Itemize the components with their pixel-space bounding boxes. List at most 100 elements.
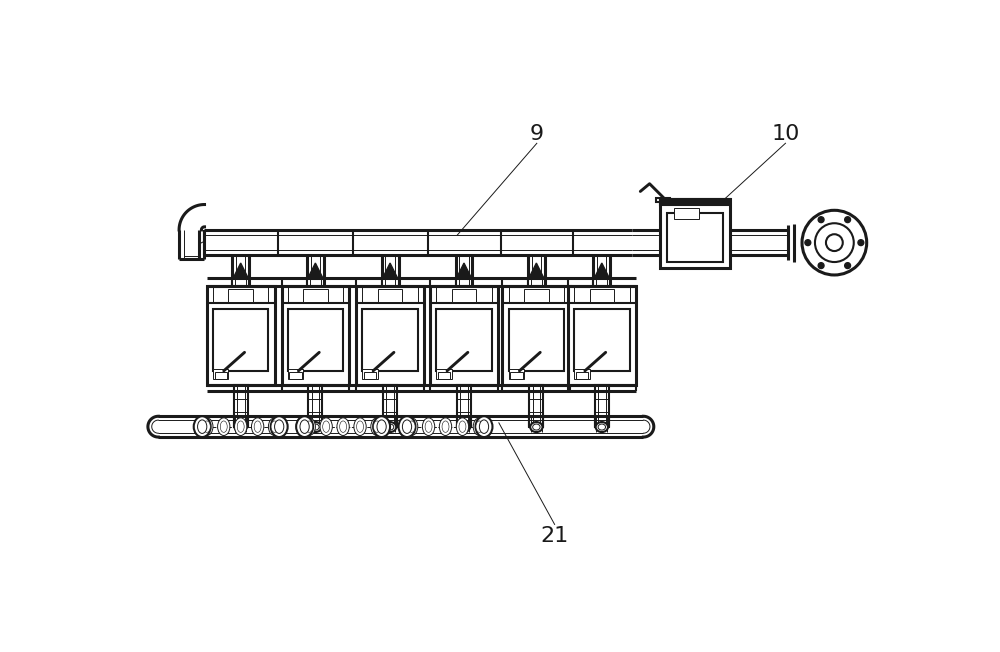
Bar xyxy=(232,278,249,286)
Circle shape xyxy=(818,263,824,269)
Bar xyxy=(456,278,472,286)
Bar xyxy=(356,286,424,385)
Circle shape xyxy=(818,216,824,222)
Text: 9: 9 xyxy=(530,124,544,143)
Ellipse shape xyxy=(306,421,313,432)
Ellipse shape xyxy=(254,421,261,432)
Ellipse shape xyxy=(271,416,288,437)
Ellipse shape xyxy=(198,420,207,434)
Ellipse shape xyxy=(220,421,227,432)
Bar xyxy=(509,369,524,379)
Bar xyxy=(667,213,723,262)
Bar xyxy=(436,309,492,371)
Ellipse shape xyxy=(357,421,364,432)
Bar xyxy=(452,289,476,301)
Ellipse shape xyxy=(439,418,452,436)
Bar xyxy=(595,385,609,427)
Ellipse shape xyxy=(473,418,486,436)
Bar xyxy=(289,372,302,379)
Ellipse shape xyxy=(303,418,315,436)
Ellipse shape xyxy=(218,418,230,436)
Ellipse shape xyxy=(399,416,415,437)
Bar xyxy=(590,289,614,301)
Ellipse shape xyxy=(235,422,247,432)
Text: 10: 10 xyxy=(772,124,800,143)
Ellipse shape xyxy=(251,418,264,436)
Ellipse shape xyxy=(596,422,608,432)
Ellipse shape xyxy=(312,424,319,430)
Bar xyxy=(660,199,730,269)
Bar xyxy=(430,286,498,385)
Bar xyxy=(228,289,253,301)
Bar xyxy=(213,309,268,371)
Ellipse shape xyxy=(275,420,284,434)
Bar xyxy=(502,286,570,385)
Ellipse shape xyxy=(340,421,347,432)
Bar xyxy=(660,199,730,205)
Bar xyxy=(213,369,228,379)
Bar xyxy=(656,198,670,202)
Ellipse shape xyxy=(237,421,244,432)
Bar xyxy=(308,385,322,427)
Polygon shape xyxy=(382,263,398,278)
Ellipse shape xyxy=(373,416,390,437)
Ellipse shape xyxy=(203,421,210,432)
Circle shape xyxy=(826,234,843,251)
Ellipse shape xyxy=(530,422,543,432)
Circle shape xyxy=(815,223,854,262)
Bar xyxy=(529,385,543,427)
Ellipse shape xyxy=(201,418,213,436)
Polygon shape xyxy=(456,263,472,278)
Ellipse shape xyxy=(374,421,380,432)
Bar xyxy=(438,372,450,379)
Ellipse shape xyxy=(271,421,278,432)
Circle shape xyxy=(845,216,851,222)
Bar xyxy=(288,369,303,379)
Ellipse shape xyxy=(268,418,281,436)
Ellipse shape xyxy=(422,418,435,436)
Polygon shape xyxy=(308,263,323,278)
Bar xyxy=(574,309,630,371)
Ellipse shape xyxy=(476,416,492,437)
Bar xyxy=(215,372,227,379)
Ellipse shape xyxy=(458,422,470,432)
Ellipse shape xyxy=(309,422,322,432)
Ellipse shape xyxy=(476,421,483,432)
Ellipse shape xyxy=(442,421,449,432)
Ellipse shape xyxy=(386,424,394,430)
Ellipse shape xyxy=(402,420,412,434)
Text: 21: 21 xyxy=(541,526,569,546)
Ellipse shape xyxy=(337,418,349,436)
Ellipse shape xyxy=(194,416,211,437)
Ellipse shape xyxy=(479,420,489,434)
Circle shape xyxy=(845,263,851,269)
Bar xyxy=(234,385,248,427)
Bar xyxy=(524,289,549,301)
Ellipse shape xyxy=(300,420,309,434)
Circle shape xyxy=(802,211,867,275)
Ellipse shape xyxy=(533,424,540,430)
Bar xyxy=(436,369,452,379)
Bar xyxy=(207,286,275,385)
Bar xyxy=(576,372,588,379)
Bar xyxy=(362,309,418,371)
Ellipse shape xyxy=(377,420,386,434)
Polygon shape xyxy=(529,263,544,278)
Polygon shape xyxy=(233,263,248,278)
Ellipse shape xyxy=(459,421,466,432)
Ellipse shape xyxy=(235,418,247,436)
Circle shape xyxy=(805,240,811,246)
Ellipse shape xyxy=(296,416,313,437)
Circle shape xyxy=(858,240,864,246)
Ellipse shape xyxy=(323,421,330,432)
Ellipse shape xyxy=(460,424,468,430)
Bar xyxy=(528,278,545,286)
Bar xyxy=(382,278,399,286)
Bar xyxy=(574,369,590,379)
Bar xyxy=(593,278,610,286)
Bar xyxy=(568,286,636,385)
Polygon shape xyxy=(594,263,610,278)
Bar xyxy=(457,385,471,427)
Ellipse shape xyxy=(425,421,432,432)
Ellipse shape xyxy=(354,418,366,436)
